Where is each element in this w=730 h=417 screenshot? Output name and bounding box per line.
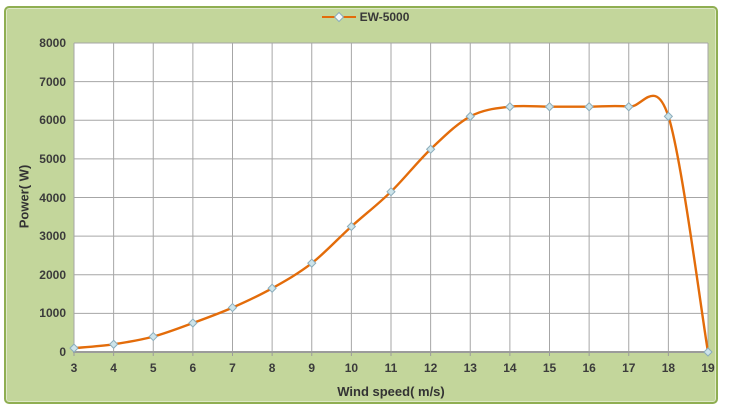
- data-point-marker[interactable]: [663, 111, 674, 122]
- data-point-marker[interactable]: [425, 144, 436, 154]
- data-point-marker[interactable]: [624, 102, 634, 112]
- y-tick-label: 6000: [39, 113, 66, 128]
- data-point-marker[interactable]: [69, 343, 79, 353]
- data-point-marker[interactable]: [703, 347, 713, 357]
- x-tick-label: 14: [503, 361, 517, 375]
- legend-label: EW-5000: [359, 10, 410, 24]
- data-point-marker[interactable]: [465, 111, 475, 122]
- x-tick-label: 16: [582, 361, 596, 375]
- data-point-marker[interactable]: [267, 283, 277, 293]
- data-point-marker[interactable]: [148, 331, 158, 342]
- x-tick-label: 9: [308, 361, 316, 375]
- x-axis-title: Wind speed( m/s): [337, 384, 445, 399]
- y-tick-label: 4000: [39, 190, 66, 205]
- x-tick-label: 19: [701, 361, 715, 375]
- data-point-marker[interactable]: [108, 339, 119, 349]
- x-tick-label: 6: [189, 361, 197, 375]
- y-tick-label: 1000: [39, 306, 66, 321]
- legend-series-marker-icon: [321, 11, 356, 23]
- x-tick-label: 5: [149, 361, 157, 375]
- data-point-marker[interactable]: [227, 302, 238, 313]
- y-tick-label: 0: [59, 345, 66, 359]
- x-tick-label: 18: [661, 361, 676, 375]
- data-point-marker[interactable]: [584, 102, 594, 112]
- x-tick-label: 10: [344, 361, 359, 375]
- x-tick-label: 17: [622, 361, 636, 375]
- x-tick-label: 7: [229, 361, 236, 375]
- legend[interactable]: EW-5000: [0, 8, 730, 26]
- x-tick-label: 13: [463, 361, 477, 375]
- y-tick-label: 3000: [39, 229, 66, 244]
- x-tick-label: 11: [384, 361, 398, 375]
- x-tick-label: 4: [110, 361, 117, 375]
- data-point-marker[interactable]: [346, 221, 357, 232]
- y-tick-label: 8000: [39, 36, 66, 50]
- y-tick-label: 2000: [39, 267, 66, 282]
- y-tick-label: 5000: [39, 151, 66, 166]
- y-tick-label: 7000: [39, 74, 66, 89]
- x-tick-label: 15: [542, 361, 557, 375]
- data-point-marker[interactable]: [386, 186, 396, 197]
- data-point-marker[interactable]: [505, 102, 515, 112]
- x-tick-label: 3: [70, 361, 78, 375]
- x-tick-label: 12: [423, 361, 438, 375]
- data-point-marker[interactable]: [188, 318, 198, 328]
- x-tick-label: 8: [268, 361, 276, 375]
- data-point-marker[interactable]: [307, 258, 317, 268]
- data-point-marker[interactable]: [544, 102, 555, 112]
